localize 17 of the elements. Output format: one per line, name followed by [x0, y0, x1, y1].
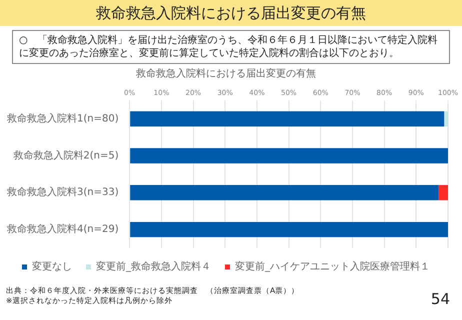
- y-tick-label: 救命救急入院料1(n=80): [6, 112, 119, 124]
- bar: [130, 222, 448, 238]
- legend-label: 変更前_ハイケアユニット入院医療管理料１: [235, 260, 430, 273]
- legend-label: 変更なし: [32, 260, 72, 273]
- bar: [130, 148, 448, 164]
- y-tick-label: 救命救急入院料3(n=33): [6, 186, 119, 198]
- chart-title: 救命救急入院料における届出変更の有無: [96, 4, 366, 22]
- chart-subtitle: ○ 「救命救急入院料」を届け出た治療室のうち、令和６年６月１日以降において特定入院料に変更のあった治療室と、変更前に算定していた特定入院料の割合は以下のとおり。: [12, 30, 450, 64]
- y-tick-label: 救命救急入院料2(n=5): [12, 149, 119, 162]
- y-tick-label: 救命救急入院料4(n=29): [6, 223, 119, 236]
- legend-label: 変更前_救命救急入院料４: [96, 260, 211, 273]
- bar: [438, 185, 448, 200]
- text: 54: [430, 290, 450, 308]
- bar: [130, 185, 438, 200]
- chart-title: 救命救急入院料における届出変更の有無: [135, 68, 316, 80]
- bar: [444, 111, 448, 126]
- bar: [130, 111, 444, 126]
